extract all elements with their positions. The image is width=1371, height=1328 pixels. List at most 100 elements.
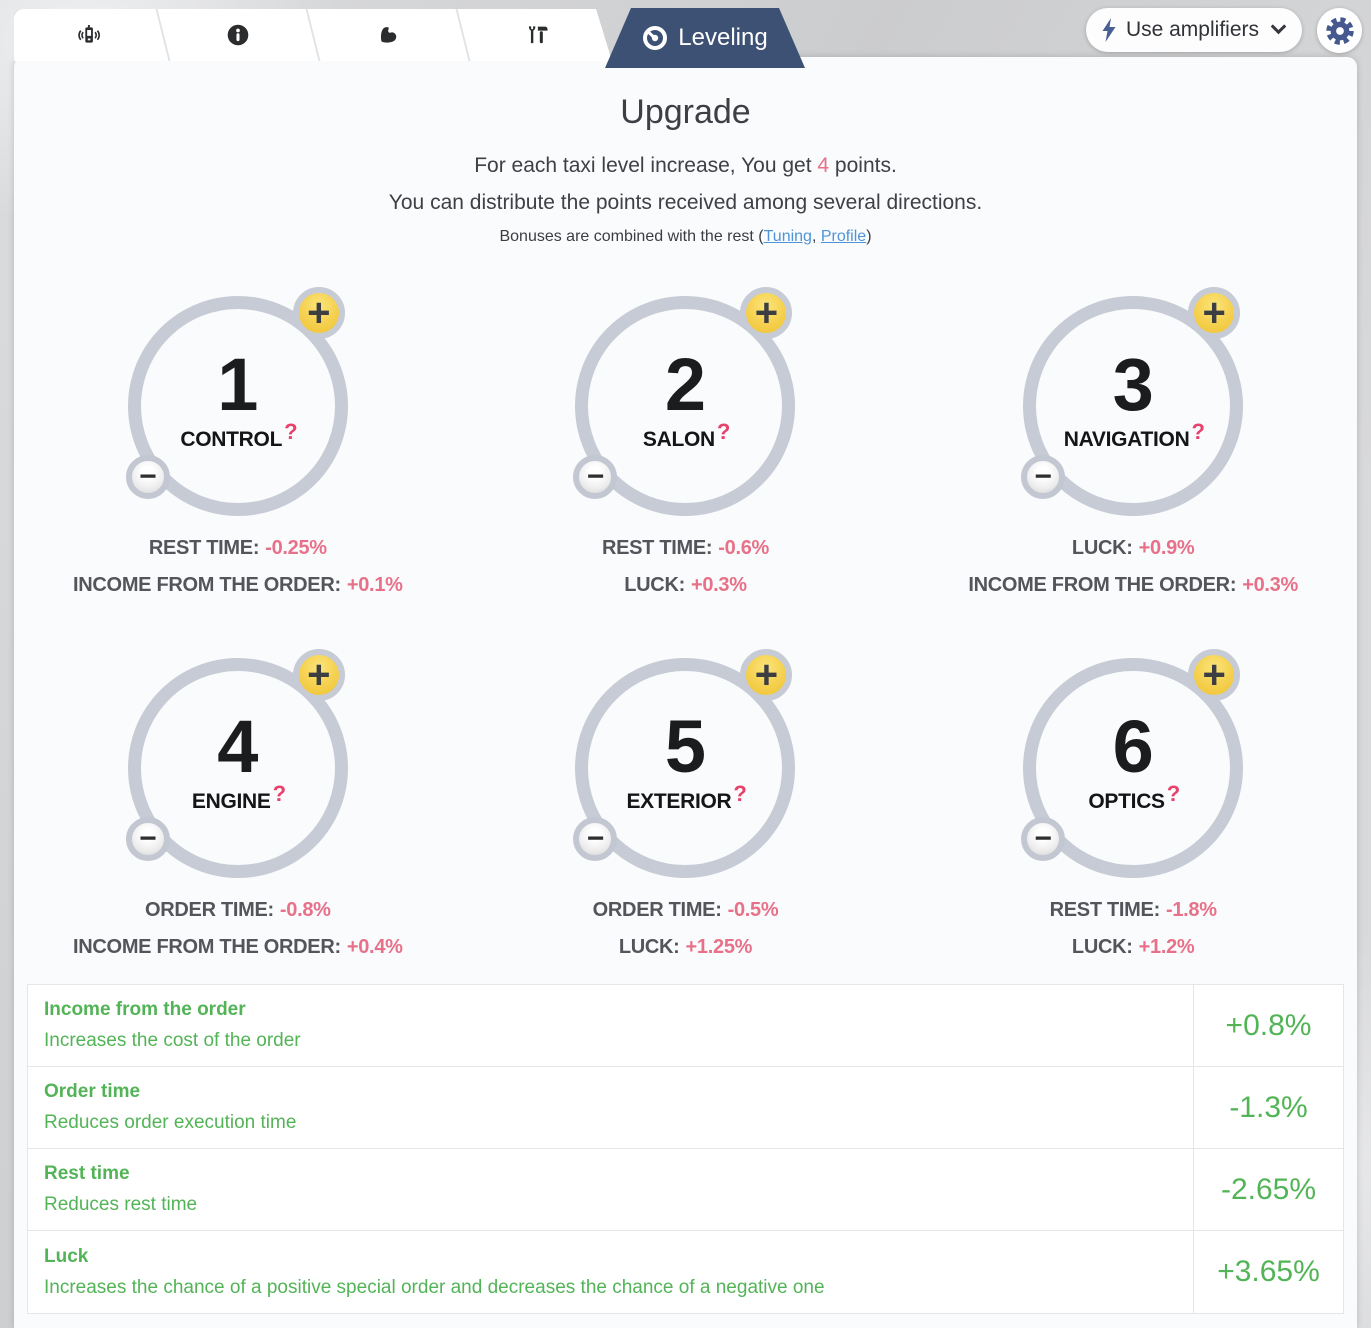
dial-label-text: EXTERIOR: [626, 790, 732, 814]
use-amplifiers-button[interactable]: Use amplifiers: [1085, 8, 1302, 52]
stat-line: INCOME FROM THE ORDER: +0.1%: [73, 567, 403, 604]
points-value: 6: [1112, 704, 1154, 788]
dial-label-text: OPTICS: [1088, 790, 1165, 814]
row-text: Rest time Reduces rest time: [28, 1149, 1193, 1230]
vibrating-phone-icon: [76, 22, 102, 48]
dial-stats: REST TIME: -0.6% LUCK: +0.3%: [602, 530, 769, 604]
dial-label: OPTICS?: [1088, 781, 1180, 814]
line1-suffix: points.: [829, 154, 897, 177]
row-total-value: -2.65%: [1193, 1149, 1343, 1230]
help-question-icon[interactable]: ?: [716, 419, 731, 445]
points-value: 3: [1112, 342, 1154, 426]
distribute-info-line: You can distribute the points received a…: [388, 191, 983, 214]
help-question-icon[interactable]: ?: [272, 781, 286, 807]
row-title: Luck: [44, 1245, 89, 1267]
dial-stats: REST TIME: -0.25% INCOME FROM THE ORDER: +…: [73, 530, 403, 604]
stat-value: +1.2%: [1138, 936, 1195, 958]
stat-label: LUCK:: [1071, 537, 1133, 559]
dial-label: ENGINE?: [191, 781, 286, 814]
row-total-value: +0.8%: [1193, 985, 1343, 1066]
stat-value: +0.4%: [346, 936, 403, 958]
inactive-tabs-strip: [14, 9, 612, 61]
stat-line: LUCK: +0.9%: [968, 530, 1298, 567]
decrease-button[interactable]: −: [573, 817, 618, 861]
note-separator: ,: [811, 228, 821, 245]
upgrade-card-control: 1 CONTROL? + − REST TIME: -0.25% INCOME F…: [14, 287, 462, 604]
upgrade-card-exterior: 5 EXTERIOR? + − ORDER TIME: -0.5% LUCK: +1…: [462, 649, 910, 966]
row-text: Income from the order Increases the cost…: [28, 985, 1193, 1066]
muscle-icon: [375, 22, 401, 48]
dial-salon: 2 SALON? + −: [573, 287, 796, 516]
decrease-button[interactable]: −: [1021, 817, 1066, 861]
dial-control: 1 CONTROL? + −: [125, 287, 348, 516]
help-question-icon[interactable]: ?: [733, 781, 747, 807]
dial-label-text: CONTROL: [180, 428, 283, 452]
stat-value: -0.25%: [265, 537, 327, 559]
tab-radio[interactable]: [14, 9, 164, 61]
bonus-summary-table: Income from the order Increases the cost…: [27, 984, 1344, 1314]
tab-strength[interactable]: [313, 9, 463, 61]
row-text: Luck Increases the chance of a positive …: [28, 1231, 1193, 1313]
increase-button[interactable]: +: [1188, 649, 1241, 701]
stat-label: INCOME FROM THE ORDER:: [968, 574, 1237, 596]
stat-value: +0.3%: [1242, 574, 1298, 596]
decrease-button[interactable]: −: [125, 817, 170, 861]
bonuses-note: Bonuses are combined with the rest (Tuni…: [14, 228, 1357, 246]
stat-value: +1.25%: [685, 936, 753, 958]
upgrade-card-engine: 4 ENGINE? + − ORDER TIME: -0.8% INCOME FR…: [14, 649, 462, 966]
help-question-icon[interactable]: ?: [1166, 781, 1180, 807]
row-title: Rest time: [44, 1163, 130, 1184]
dial-center: 6 OPTICS?: [1036, 671, 1230, 865]
stat-value: -0.5%: [727, 899, 779, 921]
settings-button[interactable]: [1317, 8, 1362, 53]
decrease-button[interactable]: −: [1021, 455, 1066, 499]
increase-button[interactable]: +: [292, 649, 345, 701]
table-row-order-time: Order time Reduces order execution time …: [28, 1067, 1343, 1149]
upgrade-card-navigation: 3 NAVIGATION? + − LUCK: +0.9% INCOME FROM…: [909, 287, 1357, 604]
tools-icon: [524, 22, 550, 48]
upgrade-card-salon: 2 SALON? + − REST TIME: -0.6% LUCK: +0.3%: [462, 287, 910, 604]
decrease-button[interactable]: −: [125, 455, 170, 499]
row-total-value: +3.65%: [1193, 1231, 1343, 1313]
dial-label: SALON?: [643, 419, 730, 452]
upgrade-card-optics: 6 OPTICS? + − REST TIME: -1.8% LUCK: +1.2%: [909, 649, 1357, 966]
dial-center: 3 NAVIGATION?: [1036, 309, 1230, 503]
help-question-icon[interactable]: ?: [1191, 419, 1205, 445]
increase-button[interactable]: +: [740, 649, 793, 701]
dial-label-text: ENGINE: [191, 790, 271, 814]
stat-label: LUCK:: [618, 936, 680, 958]
help-question-icon[interactable]: ?: [284, 419, 298, 445]
stat-label: LUCK:: [624, 574, 685, 596]
stat-label: INCOME FROM THE ORDER:: [73, 574, 341, 596]
dial-center: 5 EXTERIOR?: [588, 671, 782, 865]
increase-button[interactable]: +: [292, 287, 345, 339]
stat-value: -1.8%: [1165, 899, 1217, 921]
note-prefix: Bonuses are combined with the rest (: [499, 228, 764, 245]
tab-info[interactable]: [164, 9, 314, 61]
tab-leveling[interactable]: Leveling: [605, 8, 805, 68]
tab-leveling-label: Leveling: [678, 24, 768, 51]
stat-value: +0.3%: [690, 574, 747, 596]
dial-center: 1 CONTROL?: [141, 309, 335, 503]
row-title: Income from the order: [44, 999, 246, 1020]
chevron-down-icon: [1270, 18, 1287, 35]
dial-stats: ORDER TIME: -0.5% LUCK: +1.25%: [593, 892, 779, 966]
stat-line: INCOME FROM THE ORDER: +0.3%: [968, 567, 1298, 604]
stat-value: +0.1%: [346, 574, 403, 596]
stat-line: ORDER TIME: -0.8%: [73, 892, 403, 929]
table-row-rest-time: Rest time Reduces rest time -2.65%: [28, 1149, 1343, 1231]
tuning-link[interactable]: Tuning: [763, 228, 812, 245]
profile-link[interactable]: Profile: [820, 228, 867, 245]
row-description: Increases the chance of a positive speci…: [44, 1276, 825, 1298]
tab-tools[interactable]: [463, 9, 613, 61]
row-description: Reduces rest time: [44, 1194, 198, 1215]
stat-value: -0.8%: [279, 899, 331, 921]
stat-line: LUCK: +1.2%: [1050, 929, 1217, 966]
info-icon: [225, 22, 251, 48]
increase-button[interactable]: +: [1188, 287, 1241, 339]
dial-label: EXTERIOR?: [626, 781, 746, 814]
increase-button[interactable]: +: [740, 287, 793, 339]
decrease-button[interactable]: −: [573, 455, 618, 499]
use-amplifiers-label: Use amplifiers: [1125, 18, 1259, 41]
stat-value: -0.6%: [718, 537, 770, 559]
